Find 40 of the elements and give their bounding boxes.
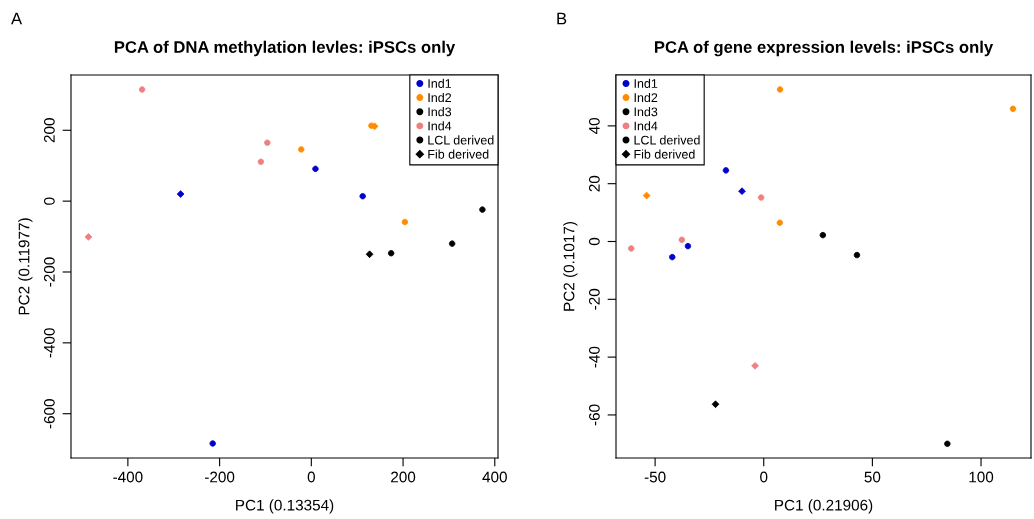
y-axis-title: PC2 (0.1017) <box>563 222 578 311</box>
legend-label: Ind2 <box>634 92 658 103</box>
legend-label: Ind3 <box>634 107 658 117</box>
legend-label: Ind1 <box>428 78 452 88</box>
y-tick-label: -20 <box>588 288 600 310</box>
text: A <box>11 12 23 25</box>
chart-title: PCA of gene expression levels: iPSCs only <box>654 40 994 57</box>
x-axis-title: PC1 (0.13354) <box>236 499 334 514</box>
x-axis-title: PC1 (0.21906) <box>775 499 873 514</box>
y-tick-label: -200 <box>43 257 55 287</box>
x-tick-label: 200 <box>391 471 416 483</box>
legend-label: LCL derived <box>428 135 494 145</box>
text: B <box>557 12 567 25</box>
legend-label: Ind1 <box>634 78 658 88</box>
y-tick-label: 20 <box>588 175 600 192</box>
y-tick-label: -400 <box>43 328 55 358</box>
x-tick-label: 100 <box>969 471 994 483</box>
legend-label: Ind2 <box>428 92 452 103</box>
y-tick-label: -40 <box>588 346 600 368</box>
legend-label: Ind3 <box>428 107 452 117</box>
y-tick-label: 40 <box>588 117 600 135</box>
x-tick-label: 50 <box>864 471 881 483</box>
x-tick-label: 400 <box>482 471 507 483</box>
legend-label: Ind4 <box>428 121 452 131</box>
y-tick-label: 0 <box>43 197 55 205</box>
x-tick-label: -400 <box>113 471 143 483</box>
legend-label: LCL derived <box>634 135 700 145</box>
y-tick-label: -60 <box>588 404 600 426</box>
legend-label: Ind4 <box>634 121 658 131</box>
chart-title: PCA of DNA methylation levles: iPSCs only <box>114 40 456 57</box>
y-tick-label: 200 <box>43 118 55 143</box>
x-tick-label: 0 <box>307 471 315 483</box>
y-tick-label: -600 <box>43 399 55 429</box>
x-tick-label: -200 <box>204 471 235 483</box>
legend-label: Fib derived <box>428 149 489 159</box>
legend-label: Fib derived <box>634 149 695 159</box>
x-tick-label: 0 <box>760 471 768 483</box>
x-tick-label: -50 <box>644 471 666 483</box>
y-tick-label: 0 <box>588 237 600 246</box>
y-axis-title: PC2 (0.11977) <box>18 218 33 315</box>
